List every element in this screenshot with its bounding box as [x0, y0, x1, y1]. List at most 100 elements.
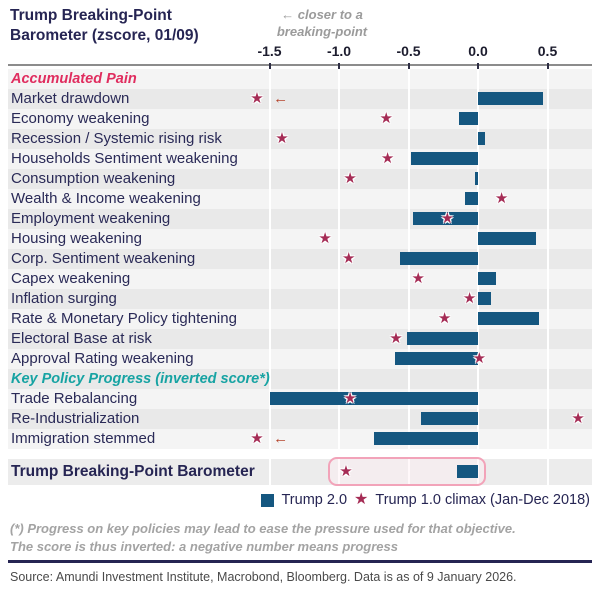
- trump1-star-marker: ★: [389, 330, 403, 347]
- indicator-row: Rate & Monetary Policy tightening ★: [8, 309, 592, 329]
- legend-label-trump2: Trump 2.0: [281, 492, 348, 508]
- indicator-row: Immigration stemmed ★ ←: [8, 429, 592, 449]
- footnote-line2: The score is thus inverted: a negative n…: [10, 539, 398, 554]
- barometer-highlight-box: [327, 457, 487, 486]
- offscale-left-arrow-icon: ←: [273, 430, 289, 447]
- grid-line: [546, 69, 549, 485]
- trump2-bar: [411, 152, 478, 165]
- barometer-total-row: Trump Breaking-Point Barometer ★: [8, 457, 592, 486]
- row-label: Approval Rating weakening: [11, 350, 194, 367]
- trump1-star-marker: ★: [472, 350, 487, 367]
- axis-tick-label: -1.5: [257, 43, 282, 59]
- trump1-star-marker: ★: [250, 430, 264, 447]
- axis-tick-label: -0.5: [396, 43, 421, 59]
- row-label: Electoral Base at risk: [11, 330, 152, 347]
- trump2-bar: [394, 352, 478, 365]
- breaking-point-annotation: ← closer to a breaking-point: [254, 6, 390, 40]
- legend: Trump 2.0 ★ Trump 1.0 climax (Jan-Dec 20…: [261, 492, 590, 508]
- axis-tick-mark: [546, 63, 549, 70]
- trump2-bar: [269, 392, 478, 405]
- axis-tick-mark: [407, 63, 410, 70]
- trump1-star-marker: ★: [250, 90, 264, 107]
- indicator-row: Re-Industrialization ★: [8, 409, 592, 429]
- row-label: Households Sentiment weakening: [11, 150, 238, 167]
- trump1-star-marker: ★: [494, 190, 509, 207]
- trump2-bar: [478, 292, 491, 305]
- row-label: Housing weakening: [11, 230, 142, 247]
- indicator-row: Trade Rebalancing ★: [8, 389, 592, 409]
- annotation-line2: breaking-point: [276, 24, 368, 39]
- trump1-star-icon: ★: [354, 491, 369, 508]
- source-text: Source: Amundi Investment Institute, Mac…: [10, 570, 517, 584]
- indicator-row: Recession / Systemic rising risk ★: [8, 129, 592, 149]
- section-header-row: Accumulated Pain: [8, 69, 592, 89]
- trump1-star-marker: ★: [341, 250, 356, 267]
- indicator-row: Economy weakening ★: [8, 109, 592, 129]
- section-header-row: Key Policy Progress (inverted score*): [8, 369, 592, 389]
- indicator-row: Approval Rating weakening ★: [8, 349, 592, 369]
- indicator-row: Inflation surging ★: [8, 289, 592, 309]
- indicator-row: Wealth & Income weakening ★: [8, 189, 592, 209]
- trump1-star-marker: ★: [440, 210, 455, 227]
- indicator-row: Housing weakening ★: [8, 229, 592, 249]
- grid-line: [268, 69, 271, 485]
- row-label: Rate & Monetary Policy tightening: [11, 310, 237, 327]
- x-axis-line: [8, 64, 592, 66]
- trump1-star-marker: ★: [411, 270, 425, 287]
- trump2-square-icon: [261, 493, 275, 507]
- trump1-star-marker: ★: [343, 170, 357, 187]
- row-label: Re-Industrialization: [11, 410, 140, 427]
- legend-label-trump1: Trump 1.0 climax (Jan-Dec 2018): [375, 492, 590, 508]
- spacer-row: [8, 449, 592, 459]
- chart-title-line1: Trump Breaking-Point: [10, 7, 172, 24]
- indicator-row: Employment weakening ★: [8, 209, 592, 229]
- axis-tick-label: 0.5: [537, 43, 558, 59]
- grid-line: [338, 69, 340, 485]
- row-label: Trump Breaking-Point Barometer: [11, 463, 255, 480]
- row-label: Accumulated Pain: [11, 71, 137, 87]
- indicator-row: Consumption weakening ★: [8, 169, 592, 189]
- trump1-star-marker: ★: [380, 150, 395, 167]
- trump2-bar: [478, 232, 537, 245]
- trump1-star-marker: ★: [462, 290, 477, 307]
- indicator-row: Households Sentiment weakening ★: [8, 149, 592, 169]
- trump1-star-marker: ★: [275, 130, 289, 147]
- axis-tick-label: -1.0: [326, 43, 352, 59]
- grid-line: [407, 69, 410, 485]
- row-label: Key Policy Progress (inverted score*): [11, 371, 270, 387]
- trump2-bar: [458, 112, 478, 125]
- row-label: Economy weakening: [11, 110, 150, 127]
- trump1-star-marker: ★: [318, 230, 332, 247]
- trump1-star-marker: ★: [437, 310, 452, 327]
- chart-rows: Accumulated Pain Market drawdown ★ ← Economy…: [8, 69, 592, 486]
- trump2-bar: [412, 212, 478, 225]
- annotation-line1: ← closer to a: [281, 7, 363, 22]
- trump2-bar: [478, 312, 540, 325]
- trump2-bar: [465, 192, 478, 205]
- axis-tick-mark: [477, 63, 479, 70]
- indicator-row: Capex weakening ★: [8, 269, 592, 289]
- trump2-bar: [407, 332, 478, 345]
- trump2-bar: [478, 272, 497, 285]
- chart-title-line2: Barometer (zscore, 01/09): [10, 27, 199, 44]
- trump2-bar: [421, 412, 478, 425]
- footnote-line1: (*) Progress on key policies may lead to…: [10, 521, 516, 536]
- offscale-left-arrow-icon: ←: [273, 90, 289, 107]
- trump1-star-marker: ★: [343, 390, 357, 407]
- trump1-star-marker: ★: [571, 410, 585, 427]
- trump2-bar: [478, 132, 485, 145]
- indicator-row: Electoral Base at risk ★: [8, 329, 592, 349]
- trump2-bar: [400, 252, 478, 265]
- row-label: Corp. Sentiment weakening: [11, 250, 196, 267]
- indicator-row: Corp. Sentiment weakening ★: [8, 249, 592, 269]
- indicator-row: Market drawdown ★ ←: [8, 89, 592, 109]
- axis-tick-mark: [338, 63, 340, 70]
- bottom-divider: [8, 560, 592, 563]
- row-label: Recession / Systemic rising risk: [11, 130, 222, 147]
- chart-title: Trump Breaking-Point Barometer (zscore, …: [10, 6, 255, 46]
- row-label: Consumption weakening: [11, 170, 176, 187]
- trump2-bar: [373, 432, 478, 445]
- trump1-star-marker: ★: [339, 463, 353, 480]
- row-label: Inflation surging: [11, 290, 117, 307]
